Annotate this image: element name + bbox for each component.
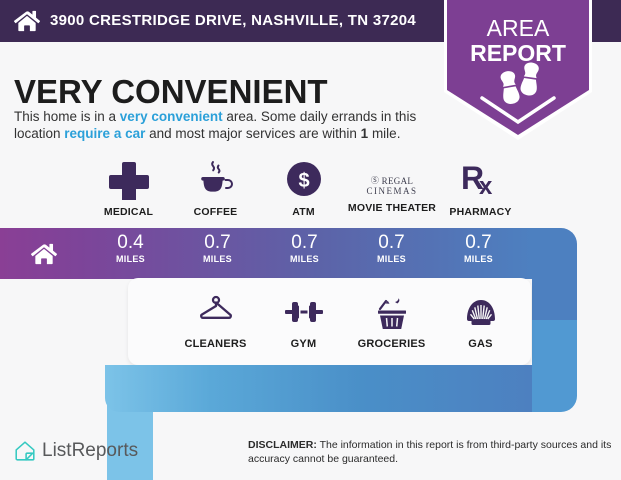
svg-text:x: x [479, 173, 493, 200]
svg-text:$: $ [298, 170, 309, 192]
